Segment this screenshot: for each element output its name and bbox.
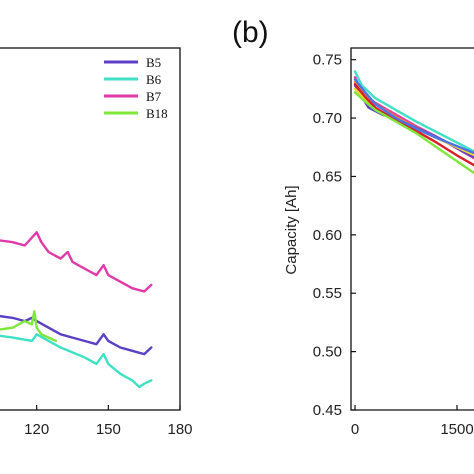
series-line-1	[353, 70, 474, 153]
panel-b-label: (b)	[232, 16, 269, 49]
x-tick-label: 0	[351, 421, 359, 438]
y-tick-label: 0.75	[313, 52, 342, 69]
series-line-8	[353, 91, 474, 175]
y-tick-label: 0.45	[313, 402, 342, 419]
y-tick-label: 0.50	[313, 344, 342, 361]
y-tick-label: 0.60	[313, 227, 342, 244]
series-line-b7	[0, 231, 153, 293]
x-tick-label: 120	[24, 421, 49, 438]
legend-label-b7: B7	[146, 89, 162, 104]
series-line-b18	[0, 310, 57, 343]
panel-b-frame	[350, 47, 474, 411]
series-line-6	[353, 82, 474, 167]
panel-a-x-ticks: 120 150 180	[24, 405, 193, 438]
panel-b-x-ticks: 0 1500	[351, 405, 474, 438]
y-tick-label: 0.70	[313, 110, 342, 127]
series-line-2	[353, 75, 474, 160]
y-tick-label: 0.65	[313, 168, 342, 185]
panel-a-frame	[0, 47, 181, 411]
legend-label-b6: B6	[146, 72, 162, 87]
series-line-b6	[0, 333, 153, 389]
legend-label-b5: B5	[146, 55, 161, 70]
y-tick-label: 0.55	[313, 285, 342, 302]
x-tick-label: 180	[167, 421, 192, 438]
panel-b: (b) Capacity [Ah] 0.450.500.550.600.650.…	[232, 16, 474, 438]
x-tick-label: 150	[96, 421, 121, 438]
series-line-7	[353, 78, 474, 155]
panel-a: 120 150 180 B5 B6 B7 B18	[0, 47, 193, 438]
series-line-b5	[0, 314, 153, 356]
panel-a-series	[0, 231, 153, 389]
panel-a-legend: B5 B6 B7 B18	[104, 55, 168, 121]
panel-b-y-ticks: 0.45 0.50 0.55 0.60 0.65 0.70 0.75	[313, 52, 356, 419]
panel-b-y-axis-title: Capacity [Ah]	[283, 185, 300, 274]
panel-b-series	[353, 70, 474, 175]
x-tick-label: 1500	[440, 421, 473, 438]
legend-label-b18: B18	[146, 106, 168, 121]
